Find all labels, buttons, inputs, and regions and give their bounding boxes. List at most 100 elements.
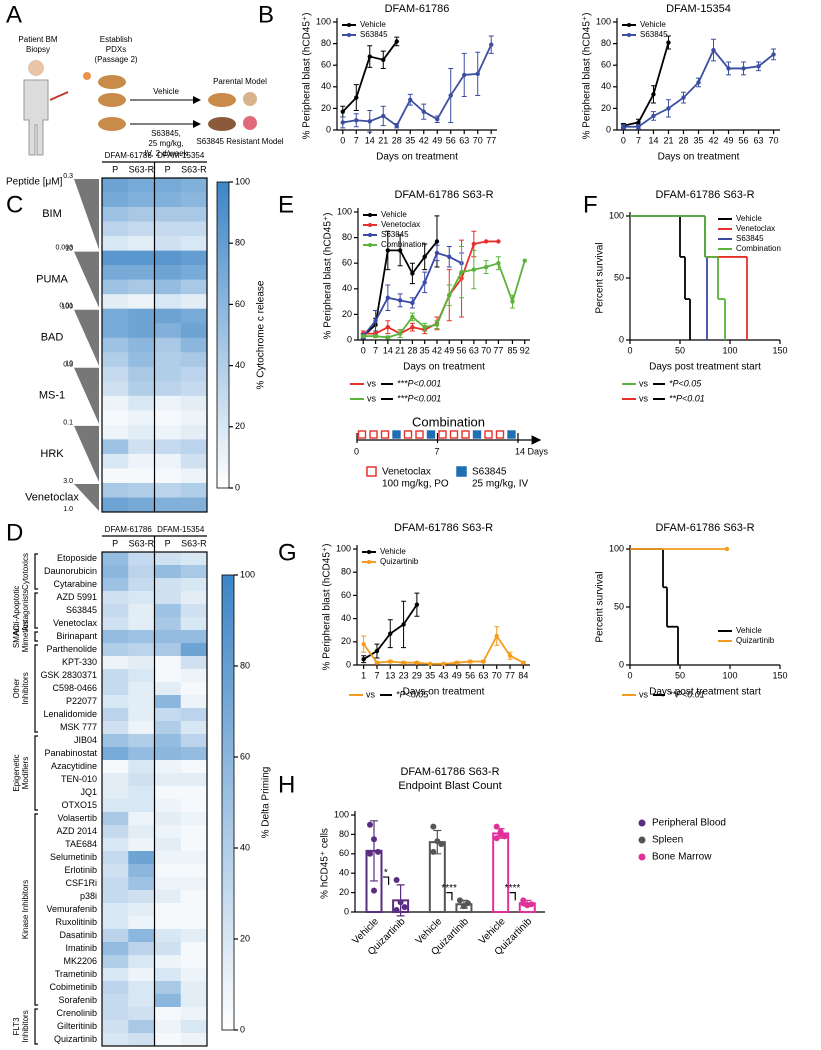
heatmap-cell bbox=[180, 968, 208, 982]
heatmap-cell bbox=[128, 578, 155, 592]
row-label: Birinapant bbox=[56, 631, 97, 641]
legend-label: Vehicle bbox=[381, 210, 407, 219]
heatmap-cell bbox=[180, 192, 208, 208]
heatmap-cell bbox=[180, 812, 208, 826]
y-tick-label: 80 bbox=[321, 38, 331, 48]
group-bracket bbox=[34, 592, 38, 629]
point bbox=[651, 113, 656, 119]
point bbox=[756, 64, 761, 69]
x-tick-label: 0 bbox=[354, 446, 359, 456]
concentration-label: 10 bbox=[65, 245, 73, 252]
heatmap-cell bbox=[128, 279, 155, 295]
heatmap-cell bbox=[128, 968, 155, 982]
heatmap-cell bbox=[102, 395, 129, 411]
colorbar-tick-label: 0 bbox=[235, 482, 240, 492]
row-group-label: Anti-Apoptotic bbox=[12, 586, 21, 636]
chart-title: DFAM-61786 S63-R bbox=[655, 522, 754, 534]
y-tick-label: 60 bbox=[341, 590, 351, 600]
y-tick-label: 20 bbox=[339, 887, 349, 897]
heatmap-cell bbox=[154, 323, 182, 339]
x-tick-label: 21 bbox=[395, 345, 405, 355]
x-tick-label: 42 bbox=[709, 135, 719, 145]
heatmap-cell bbox=[102, 410, 129, 426]
dose bbox=[426, 430, 436, 439]
x-tick-label: 77 bbox=[493, 345, 503, 355]
heatmap-cell bbox=[102, 786, 129, 800]
censor-marker bbox=[724, 546, 730, 552]
heatmap-cell bbox=[128, 207, 155, 222]
series-line bbox=[623, 48, 775, 128]
y-tick-label: 40 bbox=[601, 81, 611, 91]
x-tick-label: 14 bbox=[383, 345, 393, 355]
heatmap-cell bbox=[128, 410, 155, 426]
x-tick-label: 7 bbox=[374, 670, 379, 680]
group-bracket bbox=[34, 813, 38, 1006]
legend-label: Combination bbox=[736, 244, 781, 253]
heatmap-cell bbox=[154, 825, 182, 839]
heatmap-cell bbox=[154, 656, 182, 670]
y-tick-label: 0 bbox=[619, 659, 624, 669]
heatmap-cell bbox=[128, 929, 155, 943]
x-axis-label: Days on treatment bbox=[403, 362, 485, 373]
x-tick-label: 77 bbox=[505, 670, 515, 680]
heatmap-cell bbox=[128, 424, 155, 440]
heatmap-cell bbox=[154, 221, 182, 237]
row-label: Vemurafenib bbox=[46, 904, 97, 914]
point bbox=[521, 660, 526, 665]
heatmap-cell bbox=[128, 352, 155, 368]
dose bbox=[380, 430, 390, 439]
heatmap-cell bbox=[128, 734, 155, 748]
heatmap-cell bbox=[180, 630, 208, 644]
x-tick-label: 1 bbox=[361, 670, 366, 680]
legend-label: Peripheral Blood bbox=[652, 818, 726, 829]
row-label: C598-0466 bbox=[52, 683, 97, 693]
panel-label: D bbox=[6, 519, 23, 546]
panel-label: B bbox=[258, 1, 274, 28]
row-label: P22077 bbox=[66, 696, 97, 706]
point bbox=[381, 113, 386, 119]
heatmap-cell bbox=[102, 381, 129, 397]
x-tick-label: 56 bbox=[739, 135, 749, 145]
heatmap-cell bbox=[128, 838, 155, 852]
heatmap-cell bbox=[154, 366, 182, 382]
heatmap-cell bbox=[102, 968, 129, 982]
heatmap-cell bbox=[102, 453, 129, 469]
heatmap-cell bbox=[154, 591, 182, 605]
heatmap-cell bbox=[180, 221, 208, 237]
row-label: Sorafenib bbox=[58, 995, 97, 1005]
dose bbox=[438, 430, 447, 439]
column-label: P bbox=[112, 538, 118, 548]
heatmap-cell bbox=[102, 695, 129, 709]
x-tick-label: 28 bbox=[407, 345, 417, 355]
x-axis-label: Days on treatment bbox=[403, 687, 485, 698]
colorbar bbox=[216, 181, 230, 489]
point bbox=[410, 314, 415, 320]
data-point bbox=[393, 876, 400, 883]
chart-subtitle: Endpoint Blast Count bbox=[398, 780, 501, 792]
heatmap-cell bbox=[154, 294, 182, 309]
concentration-label: 0.01 bbox=[59, 303, 73, 310]
point bbox=[394, 123, 399, 128]
heatmap-cell bbox=[128, 337, 155, 353]
heatmap-cell bbox=[154, 630, 182, 644]
heatmap-cell bbox=[180, 747, 208, 761]
heatmap-cell bbox=[154, 773, 182, 787]
y-axis-label: % Peripheral blast (hCD45⁺) bbox=[582, 13, 593, 140]
heatmap-cell bbox=[128, 381, 155, 397]
legend-swatch bbox=[366, 466, 377, 477]
schematic-text: 25 mg/kg, bbox=[148, 139, 183, 148]
series-line bbox=[623, 42, 670, 127]
x-tick-label: 49 bbox=[724, 135, 734, 145]
row-group-label: Inhibitors bbox=[21, 1010, 30, 1042]
heatmap-cell bbox=[102, 825, 129, 839]
x-tick-label: 35 bbox=[425, 670, 435, 680]
row-label: S63845 bbox=[66, 605, 97, 615]
x-tick-label: 70 bbox=[492, 670, 502, 680]
legend-label: Venetoclax bbox=[381, 220, 420, 229]
point bbox=[711, 47, 716, 53]
heatmap-cell bbox=[154, 903, 182, 917]
heatmap-cell bbox=[154, 799, 182, 813]
tumor bbox=[243, 116, 257, 130]
legend-label: Vehicle bbox=[736, 626, 762, 635]
